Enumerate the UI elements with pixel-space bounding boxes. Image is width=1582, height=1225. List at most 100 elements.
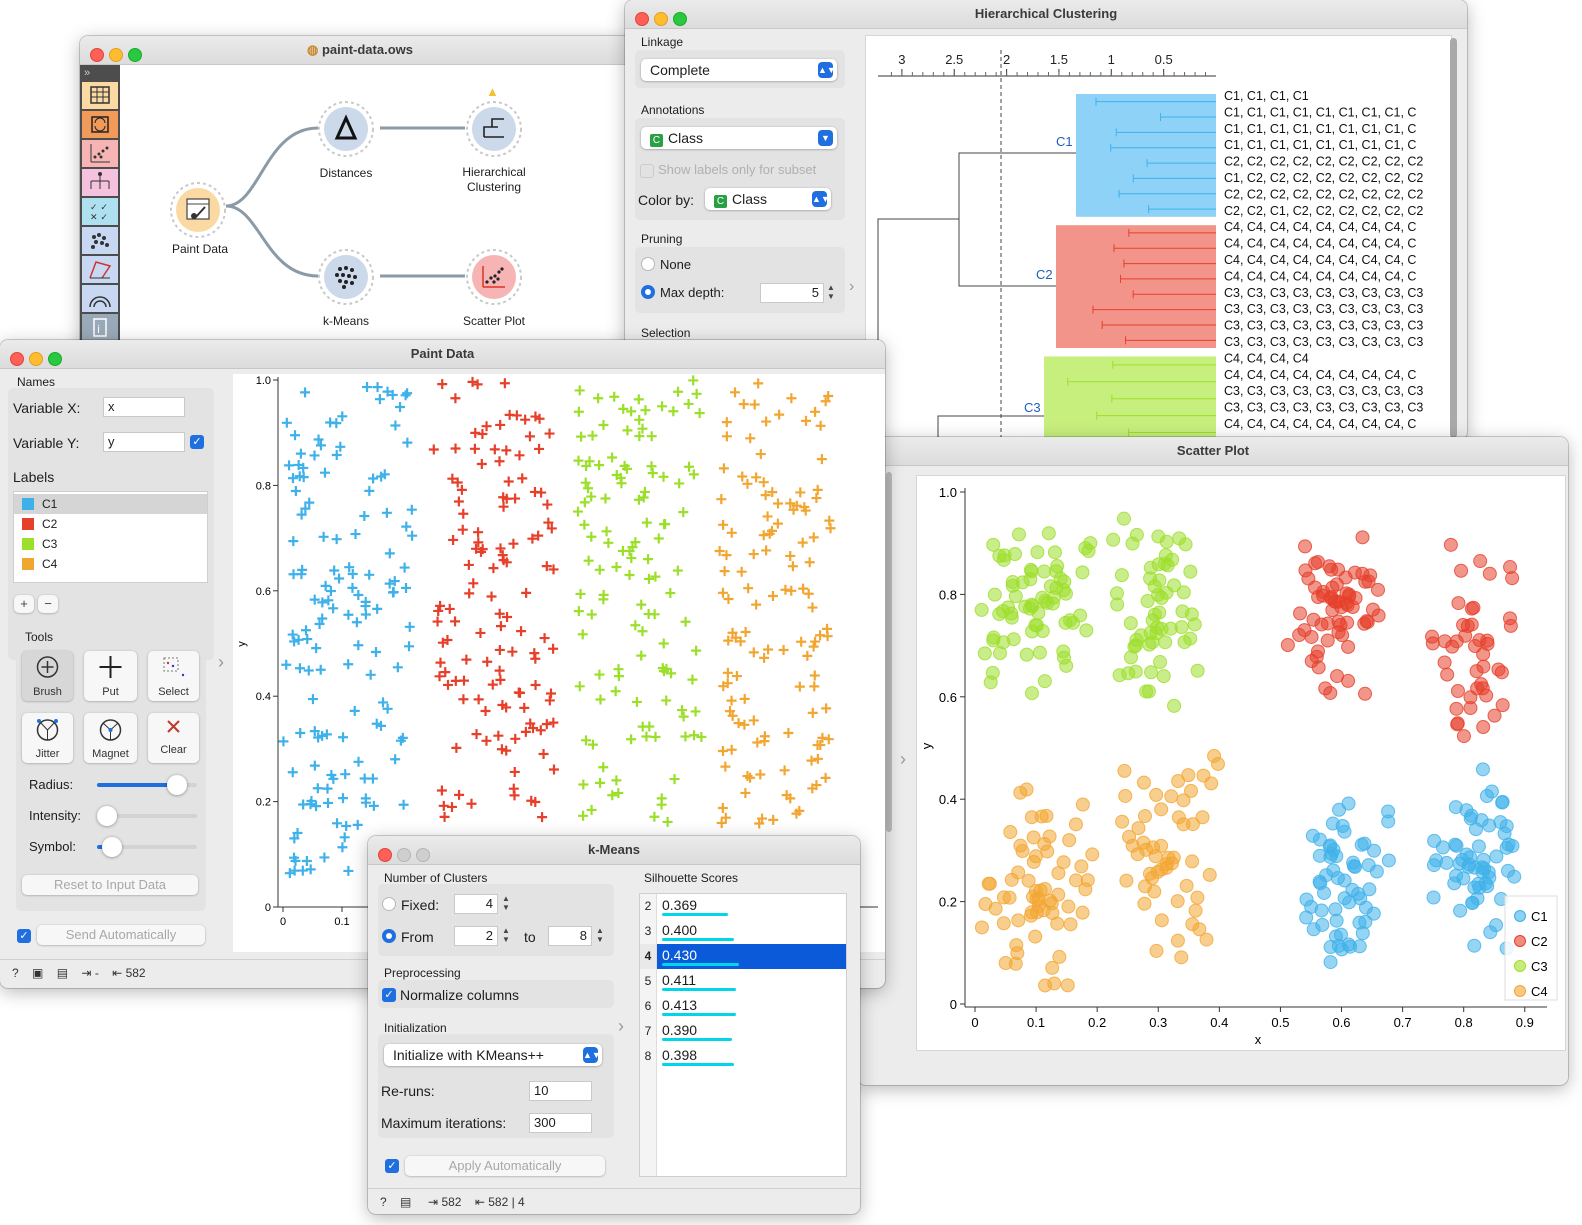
zoom-button[interactable] — [48, 352, 62, 366]
silhouette-row[interactable]: 5 0.411 — [640, 969, 846, 994]
resize-scrollbar[interactable] — [886, 472, 892, 832]
dendrogram-scrollbar[interactable] — [1450, 38, 1457, 438]
variable-x-field[interactable]: x — [103, 397, 185, 417]
fixed-radio[interactable] — [382, 897, 396, 911]
category-unsupervised-icon[interactable] — [82, 227, 118, 254]
help-icon[interactable]: ? — [12, 966, 19, 980]
max-depth-stepper[interactable]: ▲ ▼ — [827, 283, 835, 301]
variable-y-field[interactable]: y — [103, 432, 185, 452]
scatter-plot[interactable]: 0 0.1 0.2 0.3 0.4 0.5 0.6 0.7 0.8 0.9 0 0.2 0.4 0.6 0.… — [917, 476, 1565, 1050]
scatter-plot-panel[interactable]: 0 0.1 0.2 0.3 0.4 0.5 0.6 0.7 0.8 0.9 0 0.2 0.4 0.6 0.… — [916, 475, 1566, 1051]
variable-y-checkbox[interactable]: ✓ — [190, 435, 204, 449]
expand-panel-icon[interactable]: › — [218, 652, 224, 672]
to-field[interactable]: 8 — [548, 926, 592, 946]
expand-panel-icon[interactable]: › — [900, 749, 906, 769]
zoom-button[interactable] — [128, 48, 142, 62]
add-label-button[interactable]: + — [14, 595, 34, 613]
fixed-stepper[interactable]: ▲ ▼ — [502, 894, 510, 912]
dendrogram-panel[interactable]: 3 2.5 2 1.5 1 0.5 C1 C2 C3 C1, C1, C1, C1 C1, C1, … — [865, 35, 1452, 440]
minimize-button[interactable] — [109, 48, 123, 62]
silhouette-row[interactable]: 2 0.369 — [640, 894, 846, 919]
save-icon[interactable]: ▣ — [32, 966, 44, 980]
send-automatically-button[interactable]: Send Automatically — [37, 925, 205, 945]
apply-automatically-button[interactable]: Apply Automatically — [405, 1156, 605, 1176]
linkage-combo[interactable]: Complete ▲▼ — [641, 59, 837, 81]
paint-plot[interactable]: 0 0.2 0.4 0.6 0.8 1.0 0 0.1 y — [233, 374, 885, 952]
normalize-checkbox[interactable]: ✓ — [382, 988, 396, 1002]
radius-slider[interactable] — [97, 775, 197, 801]
close-button[interactable] — [10, 352, 24, 366]
tool-select-button[interactable]: Select — [148, 651, 199, 701]
category-model-icon[interactable] — [82, 169, 118, 196]
silhouette-row[interactable]: 7 0.390 — [640, 1019, 846, 1044]
slider-knob[interactable] — [167, 775, 187, 795]
category-transform-icon[interactable] — [82, 111, 118, 138]
silhouette-row[interactable]: 6 0.413 — [640, 994, 846, 1019]
dendrogram[interactable]: 3 2.5 2 1.5 1 0.5 C1 C2 C3 C1, C1, C1, C1 C1, C1, … — [866, 36, 1451, 440]
from-stepper[interactable]: ▲ ▼ — [502, 926, 510, 944]
pruning-none-radio[interactable] — [641, 257, 655, 271]
initialization-combo[interactable]: Initialize with KMeans++ ▲▼ — [384, 1044, 602, 1066]
node-distances[interactable] — [316, 99, 376, 159]
report-icon[interactable]: ▤ — [56, 966, 69, 980]
close-button[interactable] — [90, 48, 104, 62]
to-stepper[interactable]: ▲ ▼ — [596, 926, 604, 944]
paint-point — [353, 756, 364, 767]
paint-point — [820, 772, 831, 783]
pruning-max-depth-radio[interactable] — [641, 285, 655, 299]
zoom-button[interactable] — [673, 12, 687, 26]
apply-automatically-checkbox[interactable]: ✓ — [385, 1159, 399, 1173]
tool-jitter-button[interactable]: Jitter — [22, 713, 73, 763]
silhouette-row[interactable]: 4 0.430 — [640, 944, 846, 969]
category-spectroscopy-icon[interactable] — [82, 256, 118, 283]
send-automatically-checkbox[interactable]: ✓ — [17, 929, 31, 943]
help-icon[interactable]: ? — [380, 1195, 387, 1209]
collapse-panel-icon[interactable]: › — [849, 278, 855, 295]
collapse-panel-icon[interactable]: › — [618, 1016, 624, 1036]
report-icon[interactable]: ▤ — [400, 1195, 412, 1209]
from-field[interactable]: 2 — [454, 926, 498, 946]
node-scatter-plot[interactable] — [464, 247, 524, 307]
from-radio[interactable] — [382, 929, 396, 943]
node-hierarchical-clustering[interactable] — [464, 99, 524, 159]
reruns-field[interactable]: 10 — [529, 1081, 592, 1101]
tool-magnet-button[interactable]: Magnet — [84, 713, 137, 763]
reset-to-input-button[interactable]: Reset to Input Data — [22, 875, 198, 895]
fixed-field[interactable]: 4 — [454, 894, 498, 914]
symbol-slider[interactable] — [97, 837, 197, 863]
minimize-button[interactable] — [397, 848, 411, 862]
zoom-button[interactable] — [416, 848, 430, 862]
close-button[interactable] — [635, 12, 649, 26]
category-visualize-icon[interactable] — [82, 140, 118, 167]
category-evaluate-icon[interactable]: ✓ ✓ ✕ ✓ — [82, 198, 118, 225]
category-timeseries-icon[interactable] — [82, 285, 118, 312]
maxiter-field[interactable]: 300 — [529, 1113, 592, 1133]
category-info-icon[interactable]: i — [82, 314, 118, 341]
annotation-combo[interactable]: C Class ▼ — [641, 127, 837, 149]
slider-knob[interactable] — [97, 806, 117, 826]
toolbox-collapse-button[interactable]: » — [84, 67, 91, 79]
silhouette-row[interactable]: 8 0.398 — [640, 1044, 846, 1069]
max-depth-field[interactable]: 5 — [760, 283, 824, 303]
color-by-combo[interactable]: C Class ▲▼ — [705, 188, 831, 210]
silhouette-row[interactable]: 3 0.400 — [640, 919, 846, 944]
node-paint-data[interactable] — [168, 180, 228, 240]
label-item-c3[interactable]: C3 — [14, 534, 207, 554]
minimize-button[interactable] — [654, 12, 668, 26]
tool-brush-button[interactable]: Brush — [22, 651, 73, 701]
close-button[interactable] — [378, 848, 392, 862]
label-item-c1[interactable]: C1 — [14, 494, 207, 514]
remove-label-button[interactable]: − — [38, 595, 58, 613]
minimize-button[interactable] — [29, 352, 43, 366]
show-labels-subset-checkbox[interactable] — [640, 164, 654, 178]
tool-clear-button[interactable]: Clear — [148, 713, 199, 763]
intensity-slider[interactable] — [97, 806, 197, 832]
slider-knob[interactable] — [102, 837, 122, 857]
tool-put-button[interactable]: Put — [84, 651, 137, 701]
label-item-c4[interactable]: C4 — [14, 554, 207, 574]
node-kmeans[interactable] — [316, 247, 376, 307]
label-item-c2[interactable]: C2 — [14, 514, 207, 534]
category-data-icon[interactable] — [82, 82, 118, 109]
labels-list[interactable]: C1 C2 C3 C4 — [13, 491, 208, 583]
silhouette-list[interactable]: 2 0.369 3 0.400 4 0.430 5 0.411 6 0.413 7 0.390 8 0.3… — [639, 893, 847, 1177]
